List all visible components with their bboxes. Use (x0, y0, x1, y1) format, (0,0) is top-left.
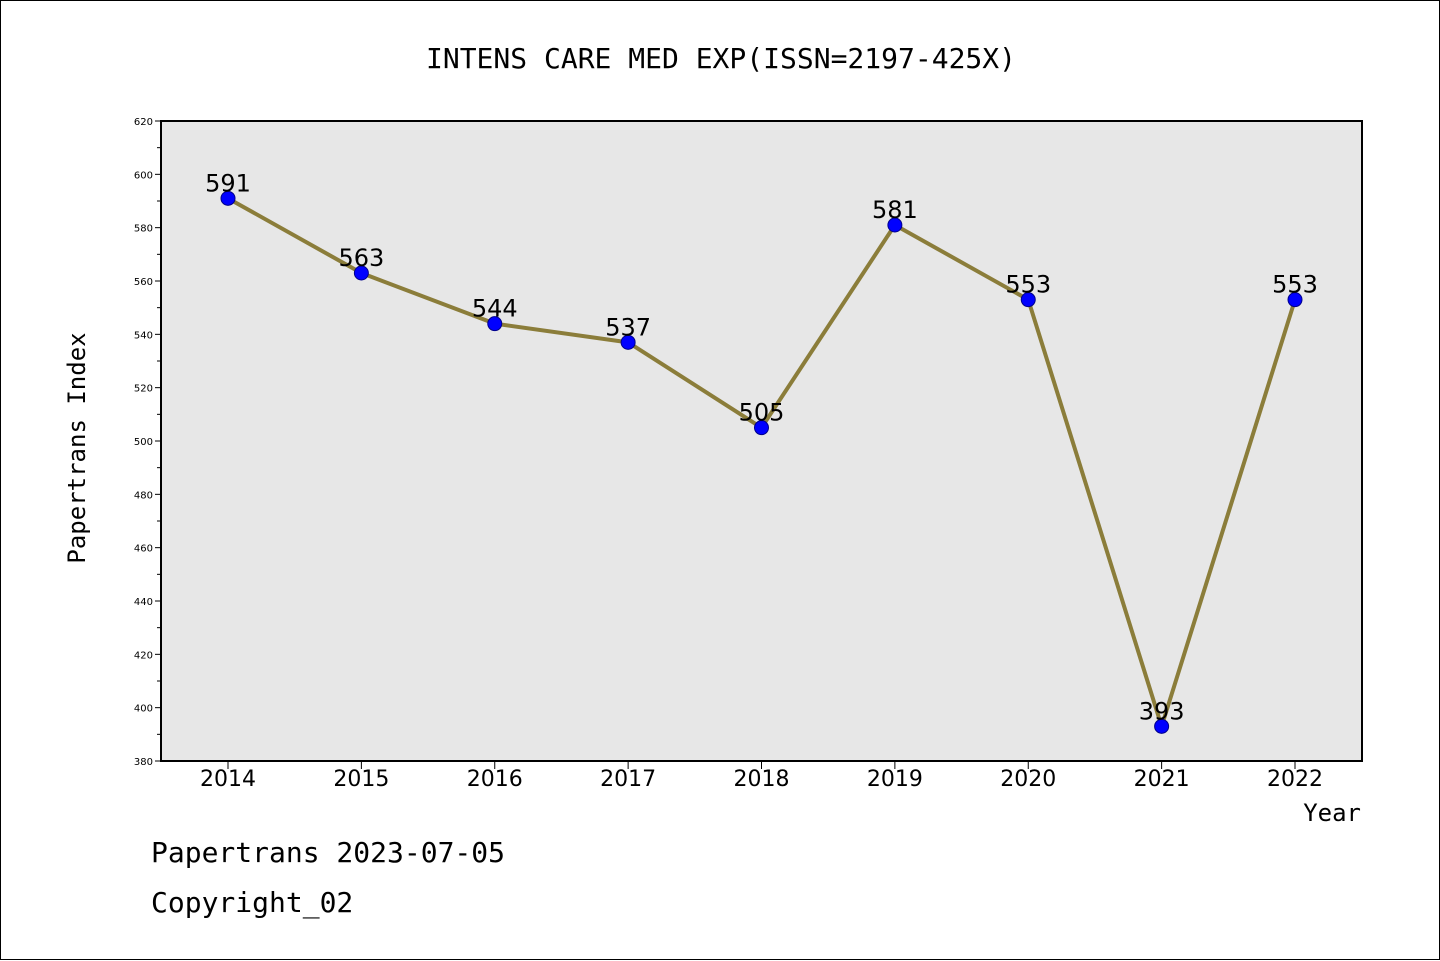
y-axis-label: Papertrans Index (63, 332, 91, 563)
data-point (754, 420, 769, 436)
data-label: 581 (872, 196, 918, 224)
x-tick-label: 2016 (467, 767, 523, 792)
data-point (487, 316, 503, 332)
chart-title: INTENS CARE MED EXP(ISSN=2197-425X) (426, 42, 1016, 75)
data-point (220, 190, 236, 206)
x-tick-label: 2018 (734, 767, 790, 792)
plot-area (160, 120, 1363, 762)
y-tick-label: 440 (134, 597, 153, 608)
y-tick-label: 500 (134, 437, 153, 448)
data-label: 553 (1272, 271, 1318, 299)
data-point (887, 217, 903, 233)
x-tick-label: 2021 (1134, 767, 1190, 792)
y-tick-label: 600 (134, 170, 153, 181)
x-tick-label: 2015 (333, 767, 389, 792)
y-tick-label: 480 (134, 490, 153, 501)
y-axis: 380 400 420 440 460 480 500 520 540 560 580 600 620 (134, 117, 161, 768)
data-label: 393 (1139, 697, 1185, 725)
x-tick-label: 2019 (867, 767, 923, 792)
data-label: 505 (739, 399, 785, 427)
x-tick-label: 2022 (1267, 767, 1323, 792)
y-tick-label: 420 (134, 650, 153, 661)
y-tick-label: 460 (134, 544, 153, 555)
x-axis: 2014 2015 2016 2017 2018 2019 2020 2021 2022 (200, 761, 1323, 792)
x-tick-label: 2017 (600, 767, 656, 792)
footer-date-label: Papertrans 2023-07-05 (151, 836, 506, 869)
data-point (620, 334, 636, 350)
y-tick-label: 580 (134, 224, 153, 235)
y-tick-label: 380 (134, 757, 153, 768)
data-point (1020, 292, 1036, 308)
data-label: 563 (338, 244, 384, 272)
data-label: 537 (605, 313, 651, 341)
data-point (353, 265, 369, 281)
x-axis-label: Year (1303, 799, 1361, 827)
data-label: 553 (1005, 271, 1051, 299)
y-tick-label: 560 (134, 277, 153, 288)
y-tick-label: 520 (134, 384, 153, 395)
y-tick-label: 540 (134, 330, 153, 341)
x-tick-label: 2020 (1000, 767, 1056, 792)
y-tick-label: 620 (134, 117, 153, 128)
data-label: 591 (205, 169, 251, 197)
data-point (1154, 718, 1170, 734)
y-tick-label: 400 (134, 704, 153, 715)
data-point (1287, 292, 1303, 308)
footer-copyright-label: Copyright_02 (151, 886, 354, 919)
data-label: 544 (472, 295, 518, 323)
series-layer: 591 563 544 537 505 581 553 393 553 (205, 169, 1318, 734)
x-tick-label: 2014 (200, 767, 256, 792)
